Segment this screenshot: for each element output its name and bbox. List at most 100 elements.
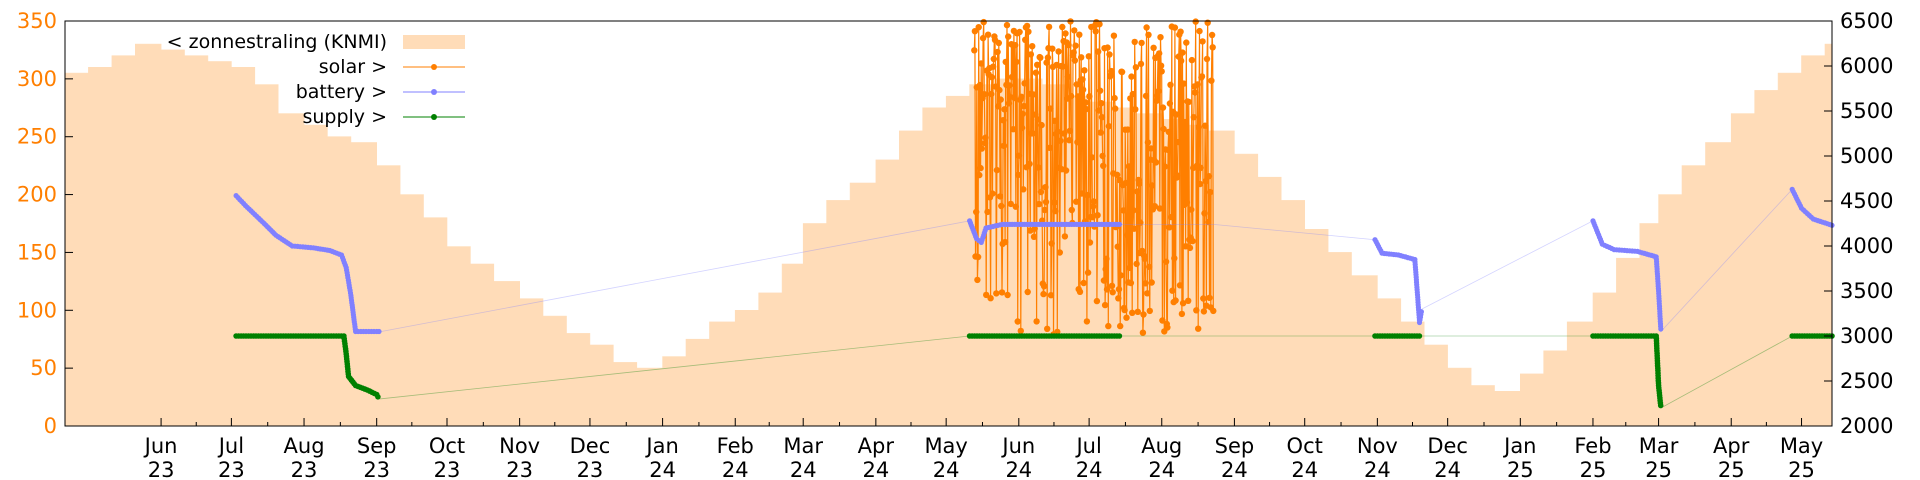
x-tick-month: Oct (429, 434, 465, 458)
x-tick-month: Feb (717, 434, 754, 458)
x-tick-year: 23 (363, 458, 390, 480)
solar-point (1207, 188, 1214, 196)
radiation-bar (135, 43, 162, 427)
solar-point (989, 190, 996, 197)
solar-point (1086, 93, 1093, 100)
left-tick-label: 100 (17, 298, 57, 322)
solar-point (995, 103, 1002, 110)
solar-point (1097, 129, 1104, 136)
solar-point (1115, 295, 1122, 302)
solar-point (988, 74, 996, 81)
x-tick-month: Apr (858, 434, 895, 458)
solar-point (1164, 324, 1171, 331)
solar-point (1188, 206, 1195, 213)
left-tick-label: 200 (17, 183, 57, 207)
solar-point (1076, 288, 1084, 295)
x-tick-month: Jan (1502, 434, 1536, 458)
solar-point (1042, 184, 1049, 191)
solar-point (1167, 81, 1174, 89)
solar-point (1034, 61, 1041, 68)
supply-point (1116, 333, 1123, 339)
solar-point (1161, 163, 1169, 170)
solar-point (979, 34, 987, 42)
solar-point (1190, 114, 1198, 121)
solar-point (1137, 219, 1144, 226)
solar-point (971, 47, 978, 54)
solar-point (1116, 176, 1123, 184)
solar-point (1166, 100, 1174, 107)
solar-point (1112, 105, 1119, 112)
x-tick-year: 24 (1364, 458, 1391, 480)
x-tick-year: 24 (1221, 458, 1248, 480)
solar-point (1049, 45, 1056, 52)
radiation-bar (685, 338, 710, 427)
x-tick-year: 23 (218, 458, 245, 480)
solar-point (1205, 173, 1213, 180)
solar-point (1209, 44, 1216, 51)
solar-point (1098, 100, 1105, 107)
radiation-bar (1543, 350, 1568, 427)
solar-point (1133, 260, 1140, 268)
solar-point (1129, 90, 1137, 98)
solar-point (1070, 49, 1077, 56)
solar-point (1165, 128, 1172, 136)
radiation-bar (207, 61, 232, 427)
solar-point (993, 166, 1001, 174)
solar-point (1071, 27, 1078, 34)
solar-point (1100, 277, 1108, 284)
solar-point (1035, 200, 1043, 208)
solar-point (1121, 306, 1128, 314)
solar-point (1085, 53, 1093, 60)
solar-point (1089, 214, 1096, 221)
x-tick-month: Aug (1141, 434, 1182, 458)
solar-point (981, 139, 989, 147)
x-tick-year: 24 (649, 458, 676, 480)
legend-label: < zonnestraling (KNMI) (167, 31, 387, 53)
solar-point (1024, 288, 1031, 296)
solar-point (1012, 203, 1019, 210)
solar-point (1040, 283, 1048, 290)
solar-point (1095, 107, 1103, 114)
radiation-bar (945, 95, 970, 427)
solar-point (974, 253, 982, 261)
solar-point (1044, 54, 1052, 61)
x-tick-month: Mar (783, 434, 823, 458)
solar-point (1061, 233, 1069, 240)
x-tick-year: 25 (1580, 458, 1607, 480)
solar-point (1074, 93, 1082, 100)
solar-point (1208, 77, 1215, 84)
solar-point (1032, 111, 1039, 118)
solar-point (983, 291, 990, 299)
right-tick-label: 6500 (1840, 9, 1893, 33)
solar-point (1206, 294, 1213, 301)
x-tick-month: Apr (1713, 434, 1750, 458)
solar-point (1015, 152, 1023, 159)
left-tick-label: 0 (44, 414, 57, 438)
right-tick-label: 2000 (1840, 414, 1893, 438)
solar-point (1179, 49, 1186, 56)
solar-point (1041, 206, 1048, 214)
solar-point (1200, 295, 1207, 302)
solar-point (1196, 27, 1203, 35)
solar-point (1171, 24, 1179, 31)
x-axis: Jun23Jul23Aug23Sep23Oct23Nov23Dec23Jan24… (143, 418, 1823, 480)
radiation-bar (88, 67, 113, 427)
solar-point (1196, 180, 1204, 188)
solar-point (1105, 322, 1112, 330)
solar-point (1038, 121, 1045, 129)
solar-point (1120, 207, 1127, 214)
battery-point (1418, 309, 1424, 315)
solar-point (997, 96, 1004, 103)
legend-label: battery > (296, 81, 387, 103)
solar-point (1157, 34, 1164, 41)
solar-point (981, 91, 988, 98)
solar-point (1048, 240, 1055, 247)
radiation-bar (1616, 257, 1641, 427)
solar-point (1144, 290, 1151, 297)
solar-point (1174, 172, 1181, 179)
solar-point (1157, 62, 1165, 69)
solar-point (1010, 126, 1017, 133)
x-tick-month: Dec (1427, 434, 1468, 458)
x-tick-month: Aug (284, 434, 325, 458)
x-tick-year: 24 (1434, 458, 1461, 480)
